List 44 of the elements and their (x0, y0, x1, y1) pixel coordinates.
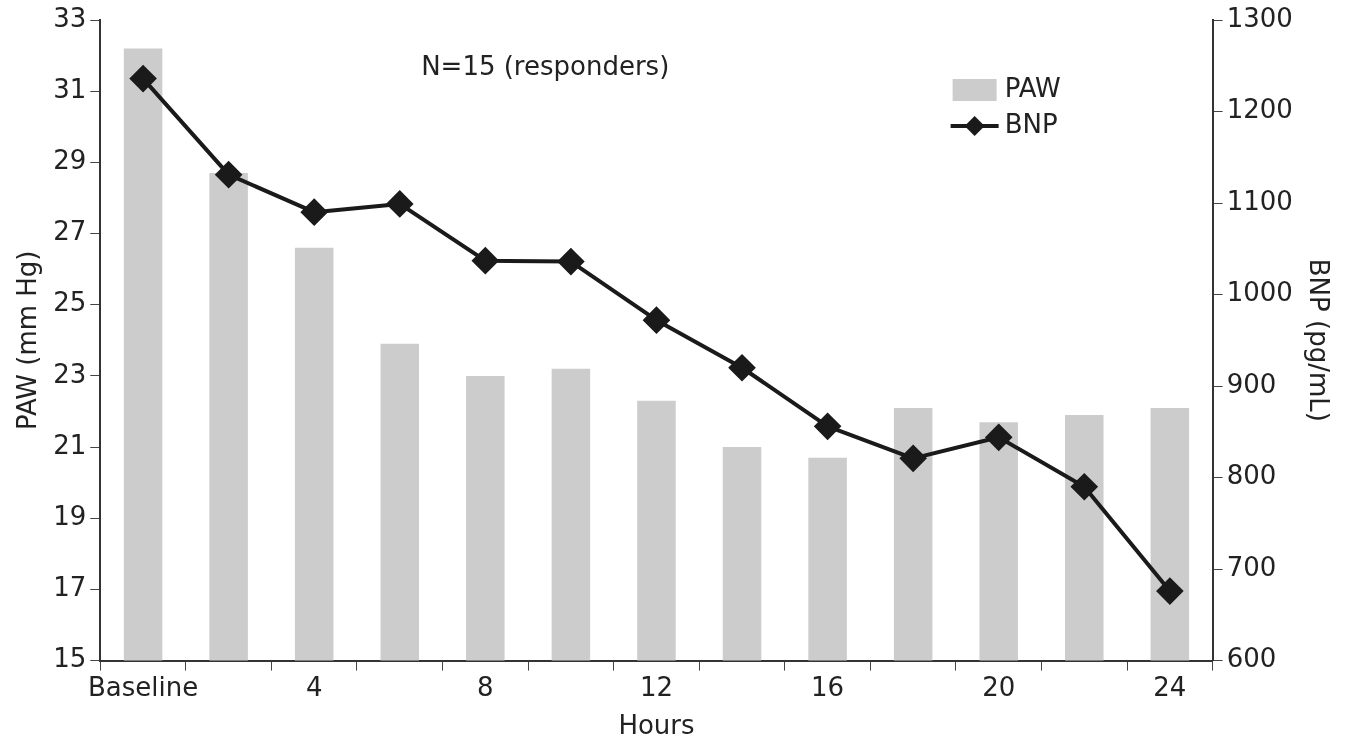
legend-label: PAW (1004, 72, 1061, 103)
point (130, 65, 157, 92)
point (1156, 578, 1183, 605)
x-tick-label: 20 (982, 671, 1016, 702)
y2-tick-label: 600 (1226, 643, 1277, 674)
y-tick-label: 31 (53, 73, 87, 104)
x-tick-label: 4 (305, 671, 323, 702)
x-tick-label: 12 (639, 671, 673, 702)
point (215, 161, 242, 188)
x-tick-label: 24 (1153, 671, 1187, 702)
point (900, 445, 927, 472)
point (729, 354, 756, 381)
y-tick-label: 25 (53, 287, 87, 318)
y-tick-label: 33 (53, 2, 87, 33)
y-tick-label: 21 (53, 429, 87, 460)
x-tick-label: 8 (477, 671, 494, 702)
y-axis-title: PAW (mm Hg) (12, 250, 43, 431)
point (472, 247, 499, 274)
y2-tick-label: 700 (1226, 551, 1277, 582)
legend-label: BNP (1004, 108, 1058, 139)
y2-tick-label: 1200 (1226, 94, 1293, 125)
y2-tick-label: 800 (1226, 460, 1277, 491)
y-tick-label: 27 (53, 216, 87, 247)
y2-axis-title: BNP (pg/mL) (1303, 258, 1334, 422)
y-tick-label: 29 (53, 145, 87, 176)
y-tick-label: 17 (53, 572, 87, 603)
annotation: N=15 (responders) (421, 50, 670, 81)
point (814, 413, 841, 440)
point (301, 199, 328, 226)
y2-tick-label: 1000 (1226, 277, 1293, 308)
point (643, 307, 670, 334)
y2-tick-label: 900 (1226, 368, 1277, 399)
y2-tick-label: 1100 (1226, 185, 1293, 216)
y-tick-label: 19 (53, 500, 87, 531)
x-axis-title: Hours (618, 710, 695, 741)
point (557, 248, 584, 275)
point (1071, 473, 1098, 500)
y-tick-label: 15 (53, 643, 87, 674)
y2-tick-label: 1300 (1226, 2, 1293, 33)
x-tick-label: 16 (811, 671, 845, 702)
x-tick-label: Baseline (87, 671, 199, 702)
y-tick-label: 23 (53, 358, 87, 389)
point (985, 424, 1012, 451)
point (386, 190, 413, 217)
